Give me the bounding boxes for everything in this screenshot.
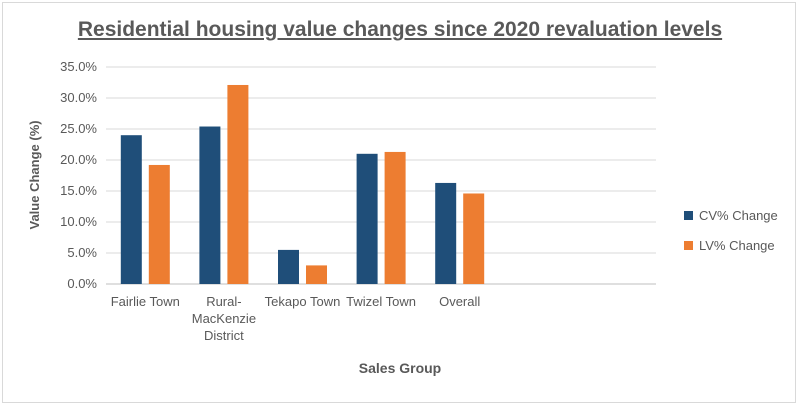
x-tick-label: Tekapo Town [265, 294, 341, 309]
y-tick-label: 30.0% [60, 90, 97, 105]
y-tick-label: 20.0% [60, 152, 97, 167]
x-tick-label: Fairlie Town [111, 294, 180, 309]
bar-lv [463, 193, 485, 284]
bar-cv [356, 153, 378, 284]
y-tick-label: 5.0% [67, 245, 97, 260]
legend-item-cv: CV% Change [684, 200, 778, 230]
y-tick-label: 35.0% [60, 59, 97, 74]
y-tick-label: 15.0% [60, 183, 97, 198]
legend-label-lv: LV% Change [699, 237, 775, 253]
bar-cv [120, 135, 142, 284]
x-tick-label: District [204, 328, 244, 343]
y-tick-label: 25.0% [60, 121, 97, 136]
y-tick-label: 10.0% [60, 214, 97, 229]
legend: CV% Change LV% Change [684, 200, 778, 260]
bar-lv [384, 151, 406, 284]
bar-lv [227, 84, 249, 284]
chart-title: Residential housing value changes since … [77, 18, 723, 41]
bar-cv [199, 126, 221, 285]
y-axis-label: Value Change (%) [27, 120, 42, 230]
legend-swatch-lv [684, 240, 693, 250]
bar-lv [148, 164, 170, 284]
x-tick-label: Overall [439, 294, 480, 309]
bar-cv [278, 249, 299, 284]
x-axis-label: Sales Group [358, 360, 442, 376]
legend-swatch-cv [684, 210, 693, 220]
legend-item-lv: LV% Change [684, 230, 778, 260]
bar-cv [435, 182, 457, 284]
x-tick-label: Twizel Town [346, 294, 416, 309]
y-tick-label: 0.0% [67, 276, 97, 291]
x-tick-label: Rural- [206, 294, 241, 309]
legend-label-cv: CV% Change [699, 207, 778, 223]
bar-lv [306, 265, 327, 284]
x-tick-label: MacKenzie [192, 311, 256, 326]
